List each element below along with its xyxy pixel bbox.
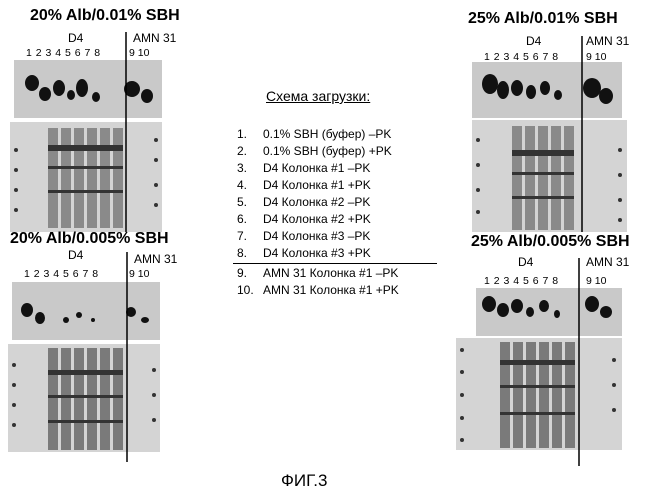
legend-item: 9.AMN 31 Колонка #1 –PK — [237, 267, 398, 279]
legend-item: 3.D4 Колонка #1 –PK — [237, 162, 370, 174]
legend-divider — [233, 263, 437, 264]
legend-item: 5.D4 Колонка #2 –PK — [237, 196, 370, 208]
figure-label: ФИГ.3 — [281, 472, 327, 489]
legend-item: 10.AMN 31 Колонка #1 +PK — [237, 284, 399, 296]
legend-item: 1.0.1% SBH (буфер) –PK — [237, 128, 391, 140]
legend-item: 8.D4 Колонка #3 +PK — [237, 247, 371, 259]
legend-item: 2.0.1% SBH (буфер) +PK — [237, 145, 392, 157]
legend-item: 6.D4 Колонка #2 +PK — [237, 213, 371, 225]
legend-title: Схема загрузки: — [266, 89, 370, 103]
legend-item: 7.D4 Колонка #3 –PK — [237, 230, 370, 242]
legend-item: 4.D4 Колонка #1 +PK — [237, 179, 371, 191]
